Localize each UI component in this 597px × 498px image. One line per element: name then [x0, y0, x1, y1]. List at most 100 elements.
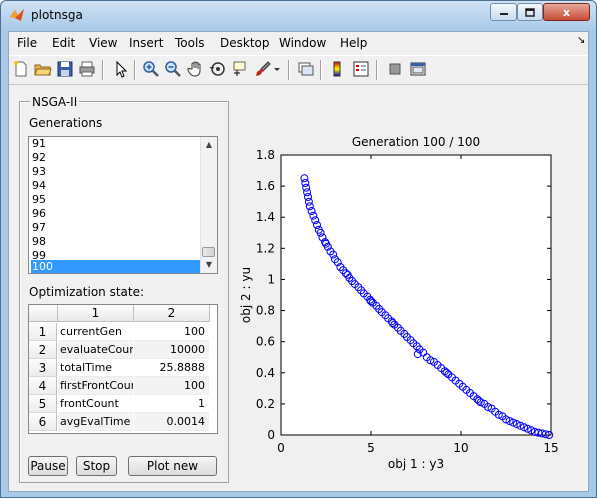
insert-colorbar-icon[interactable]: [329, 60, 347, 78]
list-item[interactable]: 99: [32, 249, 46, 262]
table-cell-name[interactable]: currentGen: [58, 323, 133, 341]
menu-tools[interactable]: Tools: [175, 36, 205, 50]
scatter-point: [476, 398, 485, 407]
brush-dropdown-icon[interactable]: [272, 60, 282, 78]
table-cell-name[interactable]: firstFrontCount: [58, 377, 133, 395]
table-corner-header: [29, 305, 58, 322]
scroll-down-icon[interactable]: ▼: [205, 260, 213, 269]
scatter-point: [520, 423, 528, 432]
maximize-button[interactable]: [517, 3, 543, 21]
scatter-point: [413, 350, 422, 359]
toolbar-separator: [102, 60, 104, 80]
list-item[interactable]: 93: [32, 165, 46, 178]
scatter-point: [305, 202, 314, 211]
row-header[interactable]: 5: [29, 395, 57, 413]
y-tick-label: 0.4: [256, 366, 275, 380]
toolbar-separator: [288, 60, 290, 80]
table-cell-name[interactable]: totalTime: [58, 359, 133, 377]
scatter-point: [494, 410, 503, 419]
scatter-point: [512, 420, 521, 429]
list-item[interactable]: 92: [32, 151, 46, 164]
scroll-up-icon[interactable]: ▲: [205, 140, 213, 149]
list-item-selected[interactable]: 100: [31, 260, 202, 273]
y-tick-label: 1.8: [256, 148, 275, 162]
table-cell-name[interactable]: evaluateCount: [58, 341, 133, 359]
save-icon[interactable]: [56, 60, 74, 78]
list-item[interactable]: 96: [32, 207, 46, 220]
menu-help[interactable]: Help: [340, 36, 368, 50]
menu-desktop[interactable]: Desktop: [220, 36, 270, 50]
scatter-point: [523, 424, 532, 433]
row-header[interactable]: 4: [29, 377, 57, 395]
matlab-logo-icon: [10, 9, 24, 21]
menu-edit[interactable]: Edit: [52, 36, 76, 50]
zoom-out-icon[interactable]: [164, 60, 182, 78]
x-tick-label: 0: [277, 441, 285, 455]
y-tick-label: 0.6: [256, 335, 275, 349]
row-header[interactable]: 6: [29, 413, 57, 431]
table-cell-name[interactable]: avgEvalTime: [58, 413, 133, 431]
pointer-icon[interactable]: [112, 60, 130, 78]
listbox-scrollbar[interactable]: ▲ ▼: [200, 137, 217, 273]
scatter-point: [303, 188, 312, 197]
axes-box[interactable]: [280, 154, 552, 436]
table-cell-value[interactable]: 100: [134, 377, 209, 395]
table-cell-value[interactable]: 25.8888: [134, 359, 209, 377]
minimize-button[interactable]: [490, 3, 517, 21]
title-bar[interactable]: plotnsga x: [1, 1, 596, 31]
y-tick-label: 0.8: [256, 304, 275, 318]
table-cell-value[interactable]: 10000: [134, 341, 209, 359]
row-header[interactable]: 2: [29, 341, 57, 359]
open-file-icon[interactable]: [34, 60, 52, 78]
list-item[interactable]: 97: [32, 221, 46, 234]
toolbar-separator: [134, 60, 136, 80]
scatter-point: [505, 417, 514, 425]
y-tick-label: 1.4: [256, 210, 275, 224]
scatter-point: [442, 368, 451, 377]
data-cursor-icon[interactable]: [231, 60, 249, 78]
list-item[interactable]: 95: [32, 193, 46, 206]
window-title: plotnsga: [31, 8, 83, 22]
pause-button[interactable]: Pause: [28, 456, 68, 476]
stop-button[interactable]: Stop: [76, 456, 117, 476]
row-header[interactable]: 1: [29, 323, 57, 341]
y-ticks: 0 0.2 0.4 0.6 0.8 1 1.2 1.4 1.6 1.8: [256, 148, 551, 442]
print-icon[interactable]: [78, 60, 96, 78]
close-button[interactable]: x: [543, 3, 590, 21]
table-cell-name[interactable]: frontCount: [58, 395, 133, 413]
scatter-point: [313, 221, 321, 229]
zoom-in-icon[interactable]: [142, 60, 160, 78]
list-item[interactable]: 94: [32, 179, 46, 192]
generations-listbox[interactable]: 91 92 93 94 95 96 97 98 99 100 ▲ ▼: [28, 136, 218, 274]
optimization-state-table[interactable]: 1 2 1 currentGen 100 2 evaluateCount 100…: [28, 304, 218, 434]
scatter-point: [538, 429, 546, 438]
list-item[interactable]: 98: [32, 235, 46, 248]
rotate-3d-icon[interactable]: [209, 60, 227, 78]
row-header[interactable]: 3: [29, 359, 57, 377]
insert-legend-icon[interactable]: [352, 60, 370, 78]
link-plot-icon[interactable]: [297, 60, 315, 78]
scatter-point: [307, 207, 316, 215]
new-figure-icon[interactable]: [12, 60, 30, 78]
hide-plot-tools-icon[interactable]: [386, 60, 404, 78]
scroll-thumb[interactable]: [202, 247, 215, 257]
menu-file[interactable]: File: [17, 36, 38, 50]
menu-view[interactable]: View: [89, 36, 118, 50]
x-tick-label: 5: [367, 441, 375, 455]
table-cell-value[interactable]: 0.0014: [134, 413, 209, 431]
list-item[interactable]: 91: [32, 137, 46, 150]
plot-new-button[interactable]: Plot new: [128, 456, 217, 476]
brush-icon[interactable]: [254, 60, 272, 78]
menu-dock-arrow-icon[interactable]: ↘: [577, 35, 586, 46]
column-header-1[interactable]: 1: [58, 305, 134, 322]
column-header-2[interactable]: 2: [134, 305, 210, 322]
scatter-point: [329, 250, 338, 259]
table-cell-value[interactable]: 1: [134, 395, 209, 413]
menu-insert[interactable]: Insert: [129, 36, 164, 50]
pan-hand-icon[interactable]: [187, 60, 205, 78]
menu-bar: File Edit View Insert Tools Desktop Wind…: [9, 32, 588, 54]
table-cell-value[interactable]: 100: [134, 323, 209, 341]
menu-window[interactable]: Window: [279, 36, 327, 50]
show-plot-tools-icon[interactable]: [409, 60, 427, 78]
